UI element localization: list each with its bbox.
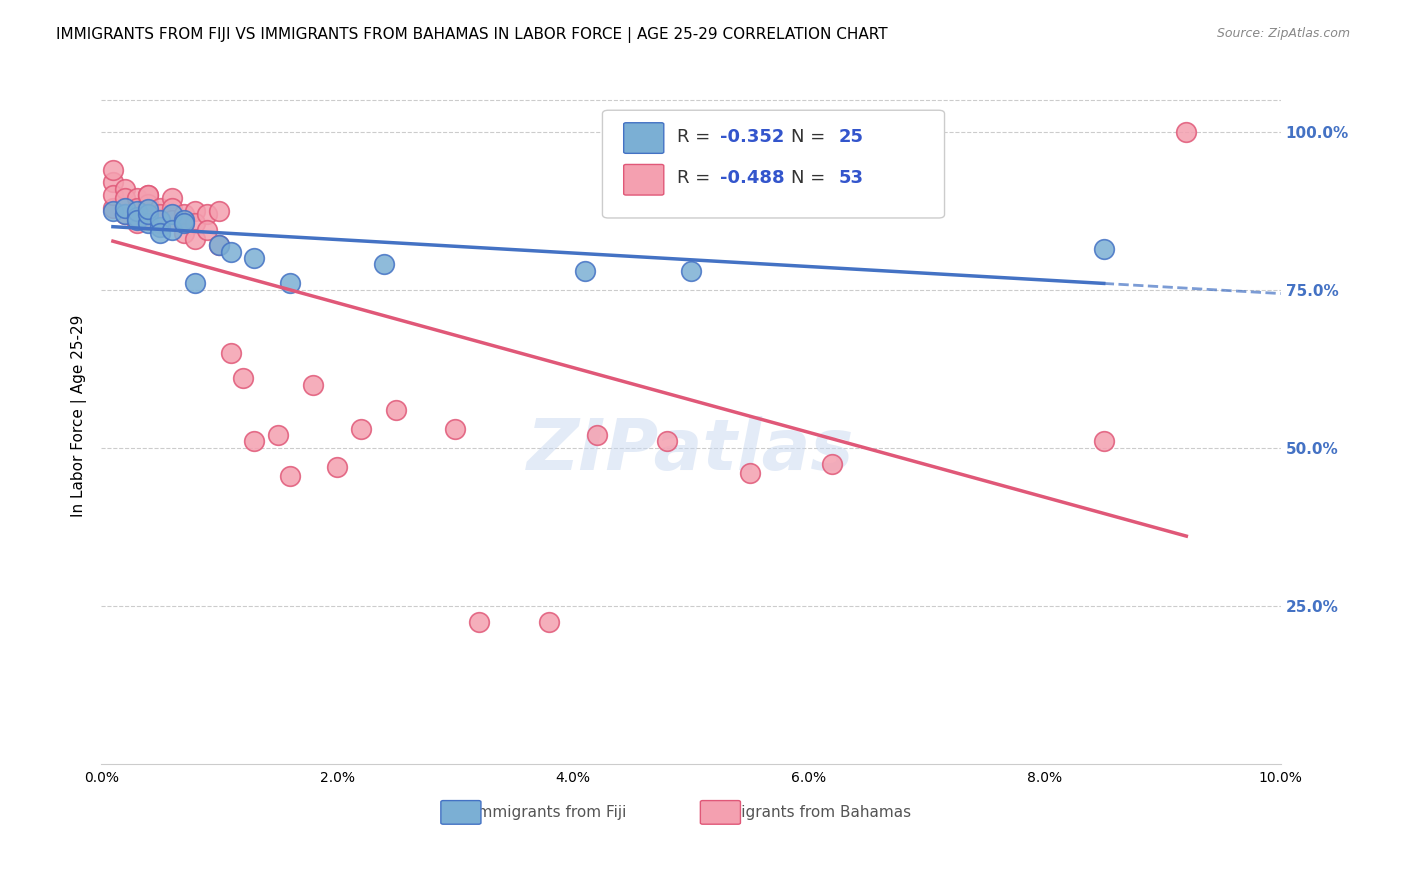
Point bbox=[184, 232, 207, 246]
Point bbox=[232, 371, 254, 385]
Point bbox=[149, 226, 172, 240]
Point bbox=[136, 216, 159, 230]
Point bbox=[679, 264, 702, 278]
Point bbox=[160, 201, 183, 215]
Point bbox=[125, 210, 148, 224]
Point bbox=[125, 207, 148, 221]
FancyBboxPatch shape bbox=[624, 123, 664, 153]
FancyBboxPatch shape bbox=[624, 164, 664, 195]
Point bbox=[385, 402, 408, 417]
Point bbox=[160, 191, 183, 205]
Point bbox=[373, 257, 395, 271]
Point bbox=[574, 264, 596, 278]
Point bbox=[738, 466, 761, 480]
Text: N =: N = bbox=[792, 169, 831, 187]
Point bbox=[326, 459, 349, 474]
Point bbox=[101, 203, 124, 218]
Point bbox=[278, 469, 301, 483]
Point bbox=[444, 422, 467, 436]
Y-axis label: In Labor Force | Age 25-29: In Labor Force | Age 25-29 bbox=[72, 315, 87, 517]
Point bbox=[136, 207, 159, 221]
Point bbox=[173, 213, 195, 227]
Point bbox=[195, 207, 218, 221]
Point bbox=[243, 251, 266, 265]
Point bbox=[184, 277, 207, 291]
Point bbox=[467, 615, 489, 629]
Point bbox=[1092, 242, 1115, 256]
Point bbox=[125, 210, 148, 224]
Point bbox=[136, 197, 159, 211]
FancyBboxPatch shape bbox=[441, 801, 481, 824]
Point bbox=[219, 244, 242, 259]
Point bbox=[101, 201, 124, 215]
Point bbox=[125, 191, 148, 205]
Point bbox=[149, 201, 172, 215]
FancyBboxPatch shape bbox=[602, 111, 945, 218]
Point bbox=[585, 428, 607, 442]
Point bbox=[136, 188, 159, 202]
Point bbox=[173, 216, 195, 230]
Point bbox=[160, 222, 183, 236]
Point bbox=[114, 207, 136, 221]
Point bbox=[538, 615, 561, 629]
Text: Source: ZipAtlas.com: Source: ZipAtlas.com bbox=[1216, 27, 1350, 40]
Point bbox=[114, 201, 136, 215]
Point bbox=[208, 238, 231, 252]
Point bbox=[208, 203, 231, 218]
Text: ZIPatlas: ZIPatlas bbox=[527, 417, 855, 485]
Point bbox=[184, 203, 207, 218]
Point bbox=[302, 377, 325, 392]
Text: 25: 25 bbox=[838, 128, 863, 145]
Point bbox=[136, 202, 159, 216]
Point bbox=[136, 188, 159, 202]
Point bbox=[125, 201, 148, 215]
Point bbox=[125, 213, 148, 227]
Text: -0.352: -0.352 bbox=[720, 128, 785, 145]
Point bbox=[114, 201, 136, 215]
Point bbox=[184, 216, 207, 230]
Text: -0.488: -0.488 bbox=[720, 169, 785, 187]
Point bbox=[160, 213, 183, 227]
Point bbox=[278, 277, 301, 291]
Point bbox=[267, 428, 290, 442]
Point bbox=[136, 207, 159, 221]
Point bbox=[125, 216, 148, 230]
Point bbox=[219, 346, 242, 360]
Point bbox=[1092, 434, 1115, 449]
Point bbox=[149, 219, 172, 234]
Text: 53: 53 bbox=[838, 169, 863, 187]
Point bbox=[243, 434, 266, 449]
Point bbox=[195, 222, 218, 236]
Point bbox=[173, 207, 195, 221]
Text: R =: R = bbox=[676, 128, 716, 145]
Point bbox=[125, 203, 148, 218]
Point bbox=[101, 162, 124, 177]
Point bbox=[149, 216, 172, 230]
FancyBboxPatch shape bbox=[700, 801, 741, 824]
Point bbox=[349, 422, 371, 436]
Text: IMMIGRANTS FROM FIJI VS IMMIGRANTS FROM BAHAMAS IN LABOR FORCE | AGE 25-29 CORRE: IMMIGRANTS FROM FIJI VS IMMIGRANTS FROM … bbox=[56, 27, 887, 43]
Point bbox=[821, 457, 844, 471]
Point bbox=[173, 216, 195, 230]
Point bbox=[160, 207, 183, 221]
Point bbox=[149, 207, 172, 221]
Point bbox=[657, 434, 679, 449]
Text: N =: N = bbox=[792, 128, 831, 145]
Point bbox=[101, 188, 124, 202]
Point bbox=[149, 213, 172, 227]
Point bbox=[136, 213, 159, 227]
Point bbox=[114, 207, 136, 221]
Text: Immigrants from Fiji: Immigrants from Fiji bbox=[472, 805, 626, 820]
Point bbox=[114, 181, 136, 195]
Point bbox=[101, 175, 124, 189]
Point bbox=[173, 226, 195, 240]
Point bbox=[149, 213, 172, 227]
Point bbox=[208, 238, 231, 252]
Text: Immigrants from Bahamas: Immigrants from Bahamas bbox=[707, 805, 911, 820]
Point bbox=[1175, 125, 1198, 139]
Text: R =: R = bbox=[676, 169, 716, 187]
Point bbox=[114, 191, 136, 205]
